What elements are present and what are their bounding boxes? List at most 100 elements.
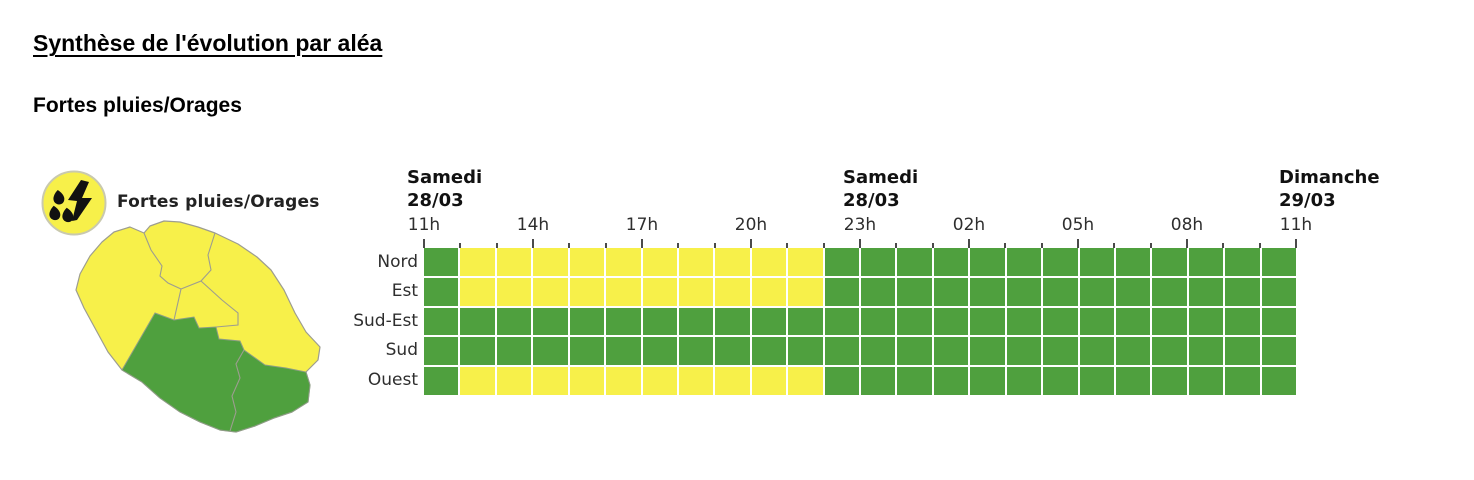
vigilance-cell-vert xyxy=(1115,367,1151,395)
vigilance-cell-vert xyxy=(715,337,750,366)
vigilance-cell-vert xyxy=(496,307,532,336)
vigilance-cell-vert xyxy=(1115,248,1151,276)
day-header: Samedi 28/03 xyxy=(843,166,918,212)
hour-tick-label: 11h xyxy=(1279,215,1313,235)
vigilance-cell-vert xyxy=(460,307,495,336)
vigilance-cell-vert xyxy=(1261,337,1296,366)
vigilance-cell-vert xyxy=(970,277,1005,306)
vigilance-cell-jaune xyxy=(496,248,532,276)
vigilance-cell-vert xyxy=(1261,248,1296,276)
vigilance-cell-vert xyxy=(970,367,1005,395)
vigilance-cell-vert xyxy=(824,367,859,395)
vigilance-cell-vert xyxy=(933,307,969,336)
vigilance-cell-vert xyxy=(424,248,459,276)
minor-tick xyxy=(931,243,934,248)
vigilance-cell-jaune xyxy=(751,248,787,276)
vigilance-cell-vert xyxy=(1115,277,1151,306)
map-internal-borders xyxy=(143,232,245,432)
vigilance-cell-jaune xyxy=(678,248,714,276)
vigilance-cell-vert xyxy=(861,337,896,366)
major-tick xyxy=(968,239,970,248)
vigilance-cell-vert xyxy=(678,337,714,366)
vigilance-grid xyxy=(424,248,1296,395)
vigilance-cell-jaune xyxy=(788,367,823,395)
minor-tick xyxy=(677,243,680,248)
vigilance-cell-vert xyxy=(1115,307,1151,336)
vigilance-cell-vert xyxy=(1188,307,1224,336)
vigilance-cell-jaune xyxy=(569,367,605,395)
vigilance-cell-vert xyxy=(1006,367,1042,395)
vigilance-cell-vert xyxy=(1006,307,1042,336)
vigilance-cell-vert xyxy=(897,277,932,306)
major-tick xyxy=(859,239,861,248)
vigilance-cell-jaune xyxy=(533,277,568,306)
minor-tick xyxy=(1149,243,1152,248)
major-tick xyxy=(1186,239,1188,248)
vigilance-cell-vert xyxy=(1261,277,1296,306)
vigilance-cell-vert xyxy=(933,248,969,276)
vigilance-cell-vert xyxy=(861,277,896,306)
major-tick xyxy=(750,239,752,248)
vigilance-cell-jaune xyxy=(715,277,750,306)
vigilance-cell-vert xyxy=(1225,248,1260,276)
vigilance-cell-vert xyxy=(424,277,459,306)
vigilance-cell-jaune xyxy=(496,277,532,306)
rain-thunderstorm-icon xyxy=(40,169,108,241)
vigilance-cell-vert xyxy=(970,337,1005,366)
vigilance-cell-vert xyxy=(751,307,787,336)
vigilance-cell-jaune xyxy=(788,248,823,276)
vigilance-cell-vert xyxy=(933,367,969,395)
major-tick xyxy=(423,239,425,248)
vigilance-cell-vert xyxy=(1225,367,1260,395)
minor-tick xyxy=(895,243,898,248)
zone-row-label: Sud xyxy=(385,340,418,361)
vigilance-cell-jaune xyxy=(533,248,568,276)
vigilance-cell-jaune xyxy=(751,367,787,395)
vigilance-cell-jaune xyxy=(642,248,677,276)
vigilance-cell-jaune xyxy=(642,277,677,306)
vigilance-cell-vert xyxy=(606,307,641,336)
vigilance-cell-vert xyxy=(1188,277,1224,306)
vigilance-cell-vert xyxy=(824,307,859,336)
vigilance-cell-vert xyxy=(678,307,714,336)
zone-row-label: Est xyxy=(391,281,418,302)
hour-tick-label: 17h xyxy=(625,215,659,235)
vigilance-cell-vert xyxy=(1188,248,1224,276)
hour-tick-label: 20h xyxy=(734,215,768,235)
minor-tick xyxy=(459,243,462,248)
vigilance-cell-vert xyxy=(1261,307,1296,336)
hazard-legend-label: Fortes pluies/Orages xyxy=(117,192,320,212)
vigilance-cell-vert xyxy=(1115,337,1151,366)
vigilance-cell-jaune xyxy=(678,367,714,395)
minor-tick xyxy=(568,243,571,248)
vigilance-cell-vert xyxy=(1079,277,1114,306)
zone-row-label: Ouest xyxy=(367,369,418,390)
minor-tick xyxy=(1040,243,1043,248)
vigilance-cell-vert xyxy=(1152,307,1187,336)
major-tick xyxy=(1077,239,1079,248)
vigilance-cell-jaune xyxy=(533,367,568,395)
vigilance-cell-vert xyxy=(642,307,677,336)
day-header: Dimanche 29/03 xyxy=(1279,166,1380,212)
vigilance-cell-vert xyxy=(897,248,932,276)
hour-tick-label: 02h xyxy=(952,215,986,235)
vigilance-cell-vert xyxy=(496,337,532,366)
vigilance-cell-jaune xyxy=(460,277,495,306)
vigilance-cell-vert xyxy=(569,307,605,336)
page-title: Synthèse de l'évolution par aléa xyxy=(33,30,383,56)
day-name: Samedi xyxy=(843,167,919,188)
vigilance-cell-vert xyxy=(533,307,568,336)
vigilance-cell-vert xyxy=(1043,248,1078,276)
vigilance-cell-jaune xyxy=(715,367,750,395)
vigilance-cell-vert xyxy=(1152,337,1187,366)
vigilance-cell-vert xyxy=(1079,248,1114,276)
day-name: Dimanche xyxy=(1279,167,1380,188)
vigilance-cell-vert xyxy=(933,277,969,306)
vigilance-cell-jaune xyxy=(496,367,532,395)
vigilance-cell-vert xyxy=(824,277,859,306)
vigilance-cell-vert xyxy=(897,307,932,336)
reunion-map xyxy=(52,216,352,460)
vigilance-cell-vert xyxy=(861,248,896,276)
minor-tick xyxy=(786,243,789,248)
vigilance-cell-jaune xyxy=(460,248,495,276)
